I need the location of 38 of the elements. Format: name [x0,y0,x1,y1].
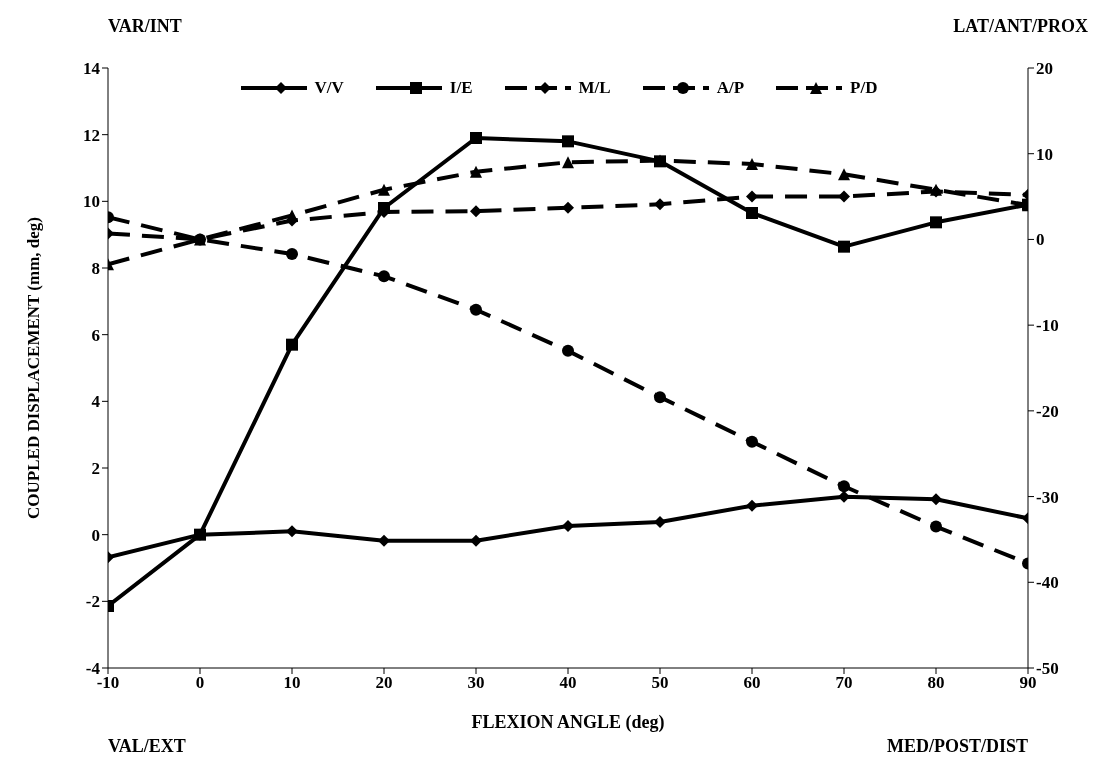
legend-label: P/D [850,78,878,98]
text: VAR/INT [108,16,182,37]
y2-tick-label: 20 [1036,59,1053,79]
y2-tick-label: -10 [1036,316,1059,336]
x-tick-label: 60 [743,673,761,693]
x-axis-title: FLEXION ANGLE (deg) [471,712,665,733]
y-tick-label: 10 [83,192,100,212]
text: LAT/ANT/PROX [953,16,1088,37]
x-tick-label: 70 [835,673,853,693]
y-tick-label: 12 [83,125,100,145]
x-tick-label: 40 [559,673,577,693]
y-tick-label: 8 [91,259,100,279]
y-axis-title: COUPLED DISPLACEMENT (mm, deg) [24,217,44,519]
legend-label: V/V [314,78,344,98]
y2-tick-label: -50 [1036,659,1059,679]
y2-tick-label: -20 [1036,401,1059,421]
text: MED/POST/DIST [886,736,1028,757]
x-tick-label: 0 [195,673,205,693]
legend-label: A/P [716,78,745,98]
x-tick-label: 50 [651,673,669,693]
y2-tick-label: -30 [1036,487,1059,507]
y-tick-label: 6 [91,325,100,345]
legend-label: M/L [578,78,611,98]
x-tick-label: 20 [375,673,393,693]
x-tick-label: 10 [283,673,301,693]
x-tick-label: 80 [927,673,945,693]
y-tick-label: -2 [85,592,100,612]
y2-tick-label: 10 [1036,144,1053,164]
legend-label: I/E [449,78,473,98]
x-tick-label: 30 [467,673,485,693]
text: VAL/EXT [108,736,186,757]
y-tick-label: 0 [91,525,100,545]
x-tick-label: 90 [1019,673,1037,693]
y-tick-label: 4 [91,392,101,412]
y-tick-label: 2 [91,459,100,479]
y2-tick-label: 0 [1036,230,1045,250]
y-tick-label: 14 [83,59,101,79]
y2-tick-label: -40 [1036,573,1059,593]
